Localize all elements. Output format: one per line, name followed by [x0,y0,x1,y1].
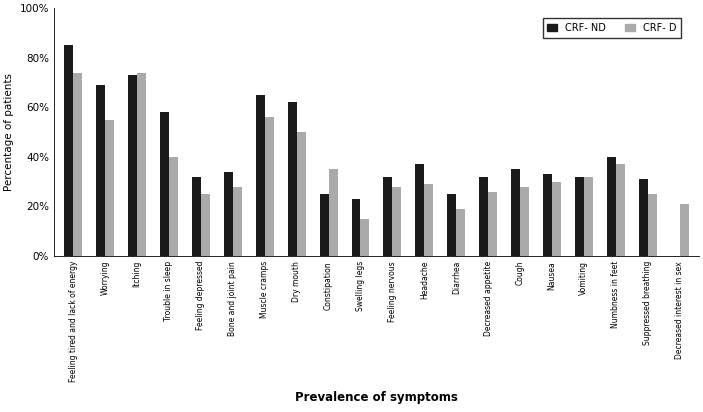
Bar [392,187,401,256]
X-axis label: Prevalence of symptoms: Prevalence of symptoms [295,391,458,404]
Bar [447,194,456,256]
Bar [64,45,73,256]
Bar [552,182,561,256]
Bar [352,199,361,256]
Bar [297,132,306,256]
Bar [680,204,689,256]
Bar [105,120,114,256]
Bar [383,177,392,256]
Bar [160,112,169,256]
Bar [575,177,584,256]
Bar [616,164,625,256]
Bar [456,209,465,256]
Bar [169,157,178,256]
Bar [607,157,616,256]
Bar [192,177,201,256]
Bar [520,187,529,256]
Bar [479,177,488,256]
Bar [584,177,593,256]
Bar [328,169,337,256]
Bar [647,194,657,256]
Y-axis label: Percentage of patients: Percentage of patients [4,73,14,191]
Bar [96,85,105,256]
Bar [288,102,297,256]
Bar [543,174,552,256]
Bar [488,192,497,256]
Bar [128,75,137,256]
Bar [639,179,647,256]
Bar [137,73,146,256]
Bar [425,184,433,256]
Bar [201,194,209,256]
Bar [511,169,520,256]
Bar [233,187,242,256]
Bar [265,117,273,256]
Bar [256,95,265,256]
Bar [224,172,233,256]
Bar [320,194,328,256]
Bar [73,73,82,256]
Bar [361,219,370,256]
Legend: CRF- ND, CRF- D: CRF- ND, CRF- D [543,18,681,38]
Bar [415,164,425,256]
